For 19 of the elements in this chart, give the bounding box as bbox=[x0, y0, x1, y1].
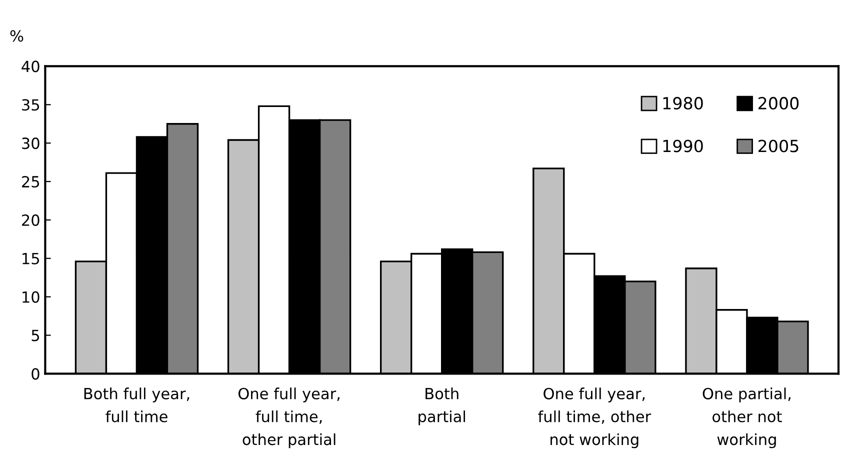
x-tick-label: One partial, other not working bbox=[702, 388, 790, 448]
legend-label: 2005 bbox=[758, 140, 798, 152]
y-axis-title: % bbox=[10, 30, 24, 42]
legend-label: 2000 bbox=[758, 96, 799, 110]
y-tick-label: 10 bbox=[22, 291, 40, 303]
y-tick-label: 20 bbox=[22, 214, 40, 226]
x-tick-label: One full year, full time, other not working bbox=[538, 388, 652, 448]
y-tick-label: 35 bbox=[22, 99, 40, 111]
y-tick-label: 5 bbox=[32, 330, 40, 342]
y-tick-label: 30 bbox=[22, 138, 40, 150]
legend-label: 1990 bbox=[663, 140, 703, 152]
y-tick-label: 0 bbox=[32, 368, 40, 380]
x-tick-label: Both full year, full time bbox=[84, 388, 190, 422]
y-tick-label: 25 bbox=[22, 176, 40, 188]
legend-label: 1980 bbox=[663, 96, 703, 110]
y-tick-label: 15 bbox=[22, 253, 40, 264]
x-tick-label: Both partial bbox=[418, 388, 466, 426]
y-tick-label: 40 bbox=[22, 60, 40, 72]
x-tick-label: One full year, full time, other partial bbox=[238, 388, 340, 448]
